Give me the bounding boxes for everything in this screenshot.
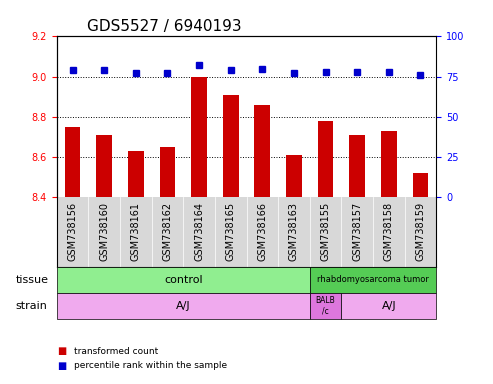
Text: GSM738160: GSM738160 bbox=[99, 202, 109, 261]
Bar bbox=[413, 172, 428, 197]
Bar bbox=[96, 134, 112, 197]
Text: GSM738156: GSM738156 bbox=[68, 202, 77, 262]
Text: GSM738157: GSM738157 bbox=[352, 202, 362, 262]
Bar bbox=[310, 266, 436, 293]
Text: GSM738164: GSM738164 bbox=[194, 202, 204, 261]
Bar bbox=[350, 134, 365, 197]
Bar bbox=[128, 151, 143, 197]
Text: GSM738163: GSM738163 bbox=[289, 202, 299, 261]
Bar bbox=[223, 94, 239, 197]
Bar bbox=[286, 155, 302, 197]
Bar bbox=[57, 266, 310, 293]
Text: A/J: A/J bbox=[382, 301, 396, 311]
Text: GSM738159: GSM738159 bbox=[416, 202, 425, 262]
Text: GDS5527 / 6940193: GDS5527 / 6940193 bbox=[87, 19, 242, 34]
Text: ■: ■ bbox=[57, 361, 66, 371]
Text: GSM738166: GSM738166 bbox=[257, 202, 267, 261]
Text: GSM738162: GSM738162 bbox=[162, 202, 173, 262]
Text: ■: ■ bbox=[57, 346, 66, 356]
Text: transformed count: transformed count bbox=[74, 347, 158, 356]
Text: GSM738161: GSM738161 bbox=[131, 202, 141, 261]
Text: percentile rank within the sample: percentile rank within the sample bbox=[74, 361, 227, 370]
Text: GSM738165: GSM738165 bbox=[226, 202, 236, 262]
Bar bbox=[381, 131, 397, 197]
Text: BALB
/c: BALB /c bbox=[316, 296, 335, 315]
Bar bbox=[310, 293, 341, 319]
Text: control: control bbox=[164, 275, 203, 285]
Bar bbox=[341, 293, 436, 319]
Text: GSM738158: GSM738158 bbox=[384, 202, 394, 262]
Text: GSM738155: GSM738155 bbox=[320, 202, 331, 262]
Text: A/J: A/J bbox=[176, 301, 190, 311]
Bar bbox=[191, 76, 207, 197]
Text: tissue: tissue bbox=[16, 275, 49, 285]
Bar bbox=[160, 147, 176, 197]
Bar bbox=[57, 293, 310, 319]
Text: rhabdomyosarcoma tumor: rhabdomyosarcoma tumor bbox=[317, 275, 429, 284]
Bar bbox=[254, 104, 270, 197]
Text: strain: strain bbox=[16, 301, 47, 311]
Bar bbox=[317, 121, 333, 197]
Bar bbox=[65, 127, 80, 197]
